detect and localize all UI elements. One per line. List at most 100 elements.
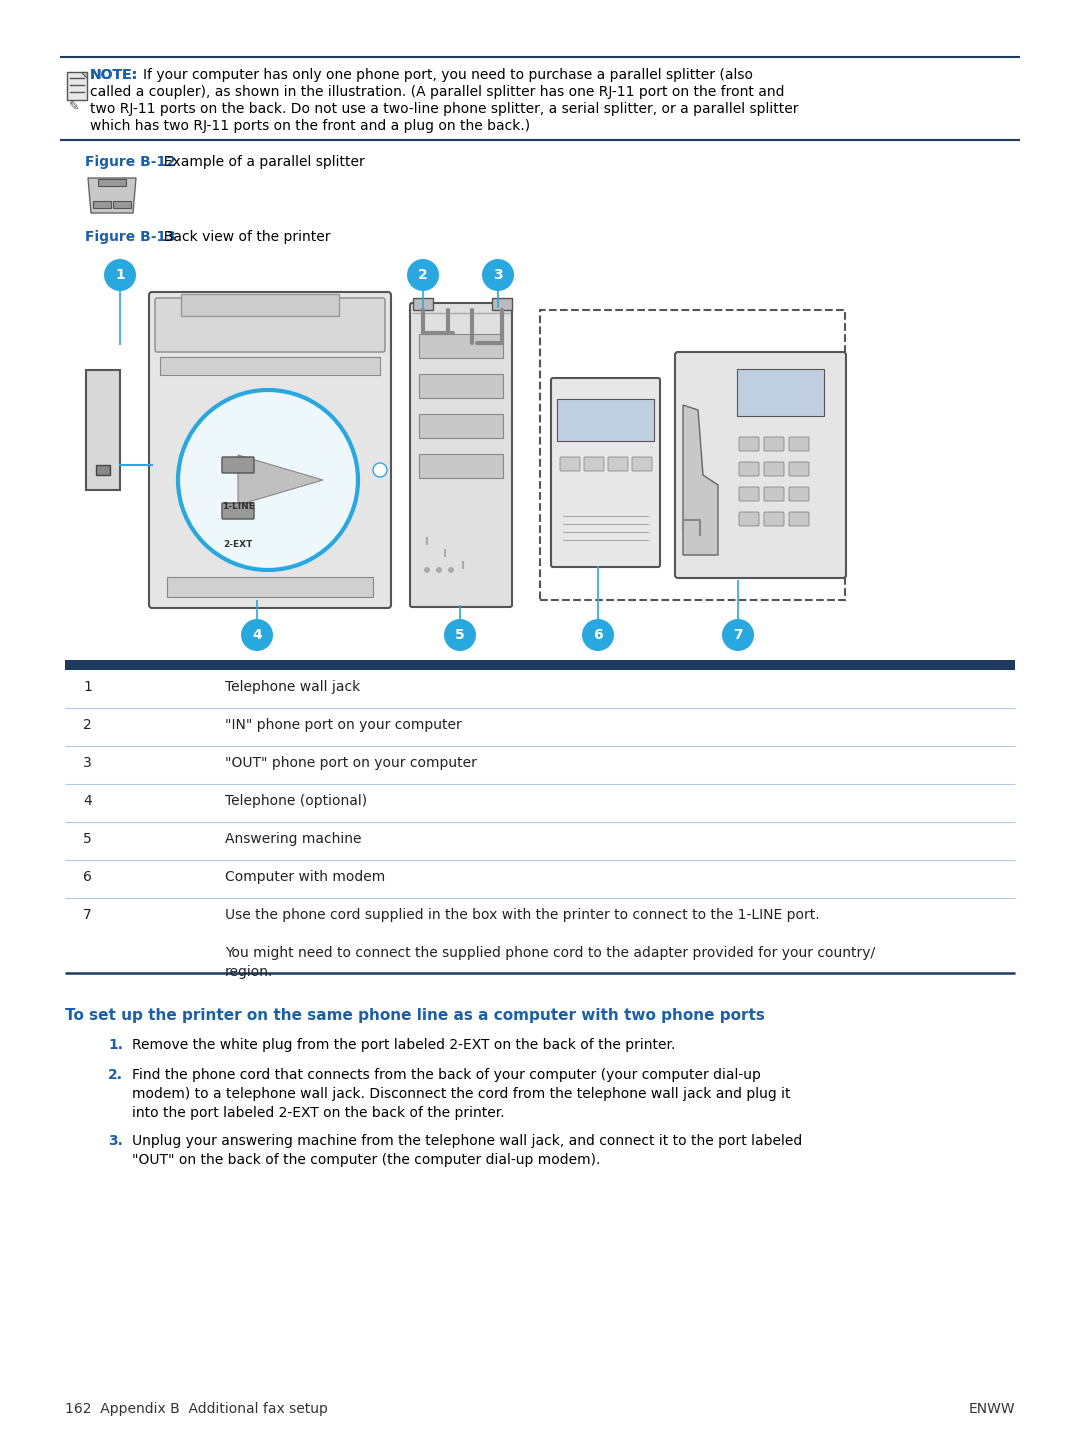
Circle shape xyxy=(436,568,442,573)
Text: 5: 5 xyxy=(455,628,464,642)
Circle shape xyxy=(424,568,430,573)
Circle shape xyxy=(178,389,357,570)
FancyBboxPatch shape xyxy=(584,457,604,471)
Circle shape xyxy=(448,568,454,573)
FancyBboxPatch shape xyxy=(413,297,433,310)
FancyBboxPatch shape xyxy=(608,457,627,471)
Text: Find the phone cord that connects from the back of your computer (your computer : Find the phone cord that connects from t… xyxy=(132,1068,791,1119)
FancyBboxPatch shape xyxy=(739,512,759,526)
Text: 2-EXT: 2-EXT xyxy=(224,540,253,549)
Circle shape xyxy=(723,619,754,651)
FancyBboxPatch shape xyxy=(222,503,254,519)
FancyBboxPatch shape xyxy=(419,414,503,438)
FancyBboxPatch shape xyxy=(561,457,580,471)
Text: NOTE:: NOTE: xyxy=(90,68,138,82)
FancyBboxPatch shape xyxy=(156,297,384,352)
Text: To set up the printer on the same phone line as a computer with two phone ports: To set up the printer on the same phone … xyxy=(65,1007,765,1023)
FancyBboxPatch shape xyxy=(93,201,111,208)
Text: "IN" phone port on your computer: "IN" phone port on your computer xyxy=(225,718,462,731)
Text: Back view of the printer: Back view of the printer xyxy=(156,230,330,244)
Text: called a coupler), as shown in the illustration. (A parallel splitter has one RJ: called a coupler), as shown in the illus… xyxy=(90,85,784,99)
Text: 6: 6 xyxy=(593,628,603,642)
Circle shape xyxy=(104,259,136,292)
FancyBboxPatch shape xyxy=(789,463,809,476)
Circle shape xyxy=(444,619,476,651)
Circle shape xyxy=(407,259,438,292)
FancyBboxPatch shape xyxy=(167,578,373,596)
FancyBboxPatch shape xyxy=(65,660,1015,670)
FancyBboxPatch shape xyxy=(764,437,784,451)
FancyBboxPatch shape xyxy=(113,201,131,208)
Text: Computer with modem: Computer with modem xyxy=(225,869,386,884)
Polygon shape xyxy=(81,72,87,78)
FancyBboxPatch shape xyxy=(764,463,784,476)
Text: "OUT" phone port on your computer: "OUT" phone port on your computer xyxy=(225,756,477,770)
FancyBboxPatch shape xyxy=(181,295,339,316)
FancyBboxPatch shape xyxy=(551,378,660,568)
FancyBboxPatch shape xyxy=(160,356,380,375)
Text: If your computer has only one phone port, you need to purchase a parallel splitt: If your computer has only one phone port… xyxy=(143,68,753,82)
Text: 3.: 3. xyxy=(108,1134,123,1148)
FancyBboxPatch shape xyxy=(98,180,126,185)
FancyBboxPatch shape xyxy=(789,437,809,451)
Text: ✎: ✎ xyxy=(69,101,80,114)
FancyBboxPatch shape xyxy=(739,487,759,502)
FancyBboxPatch shape xyxy=(222,457,254,473)
Text: Unplug your answering machine from the telephone wall jack, and connect it to th: Unplug your answering machine from the t… xyxy=(132,1134,802,1167)
Text: 2: 2 xyxy=(418,267,428,282)
FancyBboxPatch shape xyxy=(632,457,652,471)
Circle shape xyxy=(241,619,273,651)
Text: which has two RJ-11 ports on the front and a plug on the back.): which has two RJ-11 ports on the front a… xyxy=(90,119,530,134)
Text: 2: 2 xyxy=(83,718,92,731)
Text: Remove the white plug from the port labeled 2-EXT on the back of the printer.: Remove the white plug from the port labe… xyxy=(132,1038,675,1052)
Polygon shape xyxy=(683,405,718,555)
Polygon shape xyxy=(238,456,323,504)
FancyBboxPatch shape xyxy=(96,466,110,476)
Text: Figure B-12: Figure B-12 xyxy=(85,155,176,170)
Text: 5: 5 xyxy=(83,832,92,846)
Text: 3: 3 xyxy=(494,267,503,282)
FancyBboxPatch shape xyxy=(86,369,120,490)
FancyBboxPatch shape xyxy=(737,369,824,415)
FancyBboxPatch shape xyxy=(739,463,759,476)
Text: 1: 1 xyxy=(83,680,92,694)
FancyBboxPatch shape xyxy=(419,454,503,479)
FancyBboxPatch shape xyxy=(764,487,784,502)
Text: 1-LINE: 1-LINE xyxy=(221,502,255,512)
Text: 1.: 1. xyxy=(108,1038,123,1052)
Text: ENWW: ENWW xyxy=(969,1403,1015,1415)
Circle shape xyxy=(482,259,514,292)
FancyBboxPatch shape xyxy=(764,512,784,526)
FancyBboxPatch shape xyxy=(410,303,512,606)
FancyBboxPatch shape xyxy=(419,374,503,398)
Text: 7: 7 xyxy=(733,628,743,642)
Text: 2.: 2. xyxy=(108,1068,123,1082)
Circle shape xyxy=(373,463,387,477)
FancyBboxPatch shape xyxy=(557,399,654,441)
Text: 4: 4 xyxy=(83,795,92,808)
FancyBboxPatch shape xyxy=(789,512,809,526)
Text: 1: 1 xyxy=(116,267,125,282)
Circle shape xyxy=(582,619,615,651)
Text: 3: 3 xyxy=(83,756,92,770)
Text: 7: 7 xyxy=(83,908,92,923)
FancyBboxPatch shape xyxy=(149,292,391,608)
Text: 162  Appendix B  Additional fax setup: 162 Appendix B Additional fax setup xyxy=(65,1403,328,1415)
Text: NOTE:: NOTE: xyxy=(90,68,138,82)
Text: Telephone wall jack: Telephone wall jack xyxy=(225,680,361,694)
FancyBboxPatch shape xyxy=(492,297,512,310)
FancyBboxPatch shape xyxy=(67,72,87,101)
Text: two RJ-11 ports on the back. Do not use a two-line phone splitter, a serial spli: two RJ-11 ports on the back. Do not use … xyxy=(90,102,798,116)
Text: Figure B-13: Figure B-13 xyxy=(85,230,176,244)
FancyBboxPatch shape xyxy=(419,333,503,358)
Text: 6: 6 xyxy=(83,869,92,884)
Text: Answering machine: Answering machine xyxy=(225,832,362,846)
Text: Use the phone cord supplied in the box with the printer to connect to the 1-LINE: Use the phone cord supplied in the box w… xyxy=(225,908,875,979)
Text: Example of a parallel splitter: Example of a parallel splitter xyxy=(156,155,365,170)
FancyBboxPatch shape xyxy=(789,487,809,502)
Polygon shape xyxy=(87,178,136,213)
FancyBboxPatch shape xyxy=(675,352,846,578)
Text: Telephone (optional): Telephone (optional) xyxy=(225,795,367,808)
FancyBboxPatch shape xyxy=(739,437,759,451)
Text: 4: 4 xyxy=(252,628,261,642)
